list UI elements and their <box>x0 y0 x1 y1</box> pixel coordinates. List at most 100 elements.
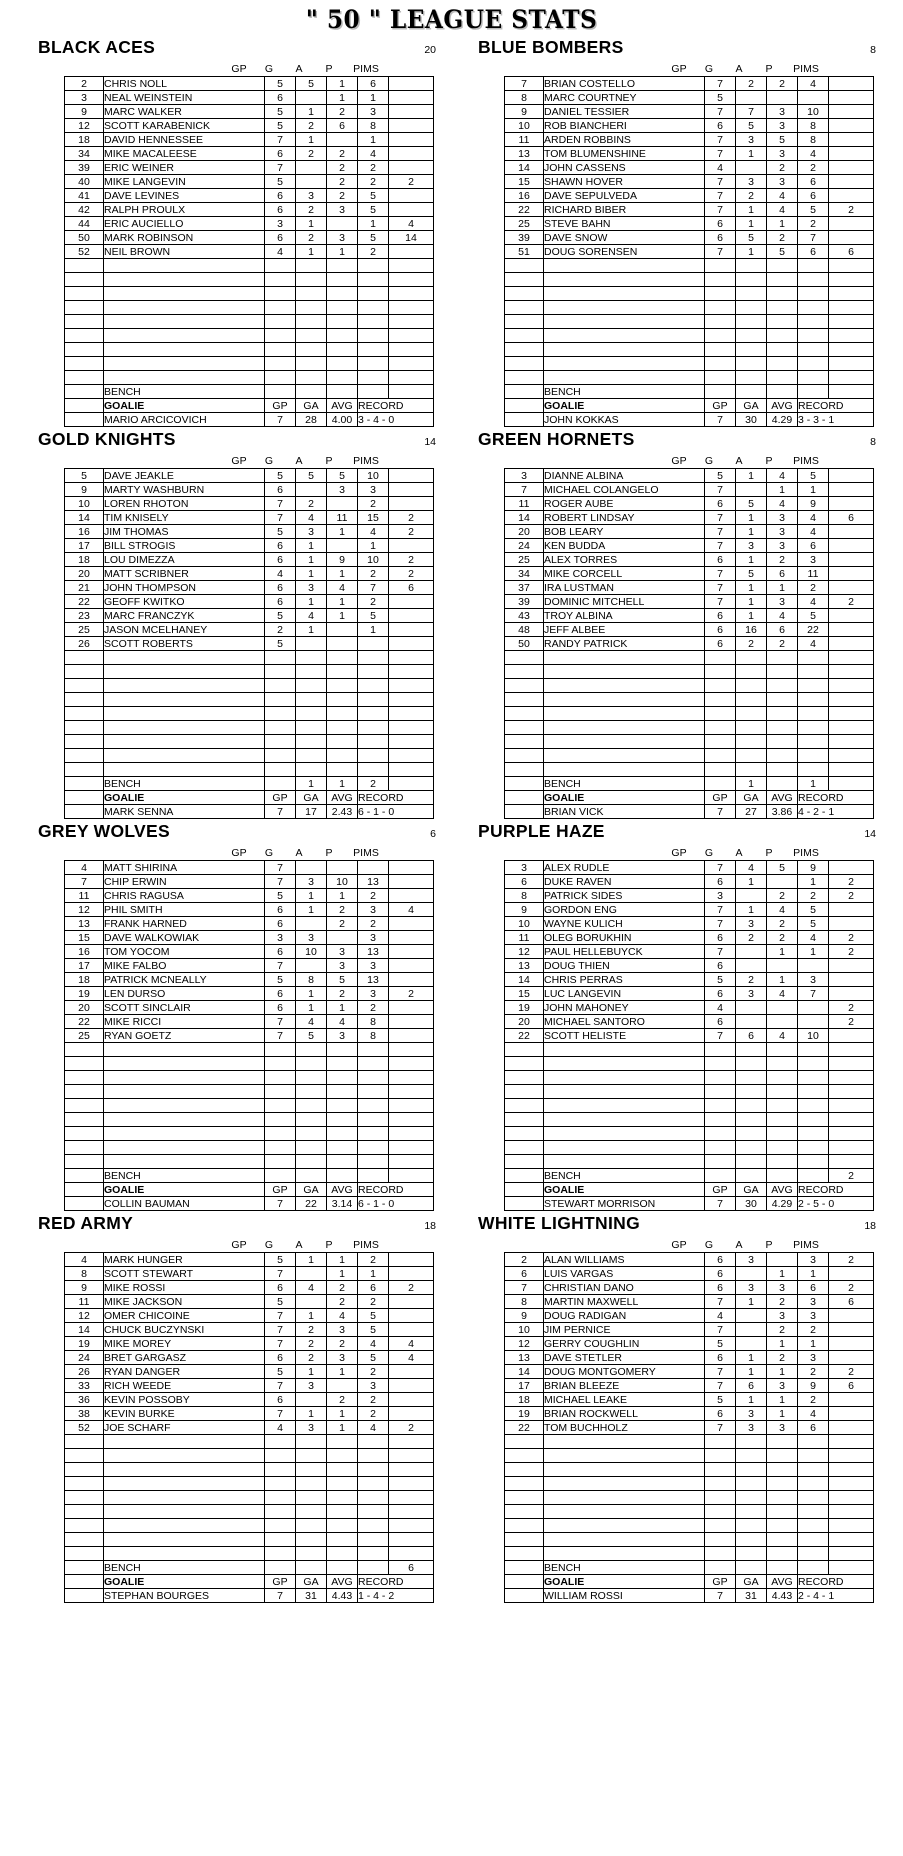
player-gp: 7 <box>704 174 736 190</box>
player-number: 43 <box>504 608 544 624</box>
table-row: 20 BOB LEARY 7 1 3 4 <box>504 524 874 540</box>
player-g: 1 <box>295 538 327 554</box>
table-row: 22 TOM BUCHHOLZ 7 3 3 6 <box>504 1420 874 1436</box>
player-g: 1 <box>295 1406 327 1422</box>
player-a: 4 <box>766 468 798 484</box>
player-a: 3 <box>766 1378 798 1394</box>
empty-cell <box>735 748 767 764</box>
empty-cell <box>797 720 829 736</box>
player-g: 1 <box>295 132 327 148</box>
empty-cell <box>326 258 358 274</box>
empty-cell <box>766 1462 798 1478</box>
goalie-number <box>64 804 104 820</box>
player-pims: 6 <box>828 244 874 260</box>
player-name: OLEG BORUKHIN <box>543 930 705 946</box>
player-p: 4 <box>357 1420 389 1436</box>
player-gp: 7 <box>264 496 296 512</box>
player-gp: 6 <box>264 188 296 204</box>
goalie-header-ga: GA <box>295 790 327 806</box>
empty-cell <box>326 1434 358 1450</box>
goalie-header-record: RECORD <box>357 1182 434 1198</box>
player-name: BRET GARGASZ <box>103 1350 265 1366</box>
empty-cell <box>264 650 296 666</box>
table-row-empty <box>504 1434 874 1450</box>
table-row-empty <box>504 706 874 722</box>
empty-cell <box>264 1434 296 1450</box>
player-pims <box>828 552 874 568</box>
player-a: 1 <box>766 1406 798 1422</box>
bench-number <box>64 1168 104 1184</box>
player-name: DOUG MONTGOMERY <box>543 1364 705 1380</box>
player-pims <box>388 202 434 218</box>
empty-cell <box>704 706 736 722</box>
team-block-gold-knights: GOLD KNIGHTS 14 GP G A P PIMS 5 DAVE JEAKLE 5 5 5 10… <box>22 429 442 820</box>
player-gp: 7 <box>264 1014 296 1030</box>
empty-cell <box>504 1056 544 1072</box>
col-header-pims: PIMS <box>353 63 379 76</box>
player-gp: 6 <box>704 1014 736 1030</box>
table-row: 36 KEVIN POSSOBY 6 2 2 <box>64 1392 434 1408</box>
roster-table: 2 CHRIS NOLL 5 5 1 6 3 NEAL WEINSTEIN 6 1 1 9 MARC W… <box>64 76 434 428</box>
empty-cell <box>264 1518 296 1534</box>
empty-cell <box>103 286 265 302</box>
player-p: 1 <box>797 1266 829 1282</box>
player-number: 12 <box>64 118 104 134</box>
player-g <box>735 1336 767 1352</box>
player-a: 5 <box>766 860 798 876</box>
table-row-empty <box>504 1126 874 1142</box>
table-row: 6 DUKE RAVEN 6 1 1 2 <box>504 874 874 890</box>
player-p: 4 <box>797 524 829 540</box>
player-p: 1 <box>797 944 829 960</box>
empty-cell <box>766 1448 798 1464</box>
player-gp: 7 <box>264 958 296 974</box>
player-number: 18 <box>64 972 104 988</box>
player-pims <box>388 76 434 92</box>
player-p: 1 <box>357 216 389 232</box>
player-name: LOREN RHOTON <box>103 496 265 512</box>
goalie-record: 2 - 5 - 0 <box>797 1196 874 1212</box>
player-pims: 2 <box>828 888 874 904</box>
empty-cell <box>64 762 104 778</box>
table-row-empty <box>504 1154 874 1170</box>
player-name: SCOTT KARABENICK <box>103 118 265 134</box>
table-row-empty <box>64 1154 434 1170</box>
player-name: TOM YOCOM <box>103 944 265 960</box>
player-number: 26 <box>64 1364 104 1380</box>
goalie-avg: 4.29 <box>766 412 798 428</box>
player-a <box>766 1252 798 1268</box>
player-p: 2 <box>357 566 389 582</box>
table-row: 39 DAVE SNOW 6 5 2 7 <box>504 230 874 246</box>
player-g: 2 <box>295 496 327 512</box>
player-pims <box>388 482 434 498</box>
player-p: 10 <box>357 552 389 568</box>
team-block-white-lightning: WHITE LIGHTNING 18 GP G A P PIMS 2 ALAN WILLIAMS… <box>462 1213 882 1604</box>
empty-cell <box>828 1546 874 1562</box>
empty-cell <box>735 1070 767 1086</box>
player-p: 4 <box>357 146 389 162</box>
col-header-pims: PIMS <box>353 455 379 468</box>
empty-cell <box>543 272 705 288</box>
col-header-spacer <box>22 455 64 468</box>
empty-cell <box>504 328 544 344</box>
goalie-ga: 31 <box>295 1588 327 1604</box>
empty-cell <box>735 664 767 680</box>
empty-cell <box>735 1490 767 1506</box>
goalie-name: MARK SENNA <box>103 804 265 820</box>
player-gp: 7 <box>264 1308 296 1324</box>
player-number: 19 <box>64 986 104 1002</box>
player-a: 1 <box>326 1364 358 1380</box>
player-gp: 7 <box>704 1364 736 1380</box>
player-name: CHRIS PERRAS <box>543 972 705 988</box>
player-g: 5 <box>735 566 767 582</box>
bench-row: BENCH 1 1 <box>504 776 874 792</box>
empty-cell <box>64 1518 104 1534</box>
sections-container: BLACK ACES 20 GP G A P PIMS 2 CHRIS NOLL 5 5 1 6 3 NEA… <box>0 37 903 1604</box>
empty-cell <box>504 748 544 764</box>
table-row: 48 JEFF ALBEE 6 16 6 22 <box>504 622 874 638</box>
player-g: 1 <box>295 1252 327 1268</box>
player-number: 16 <box>504 188 544 204</box>
table-row-empty <box>504 1056 874 1072</box>
empty-cell <box>504 370 544 386</box>
player-name: ERIC AUCIELLO <box>103 216 265 232</box>
empty-cell <box>388 734 434 750</box>
